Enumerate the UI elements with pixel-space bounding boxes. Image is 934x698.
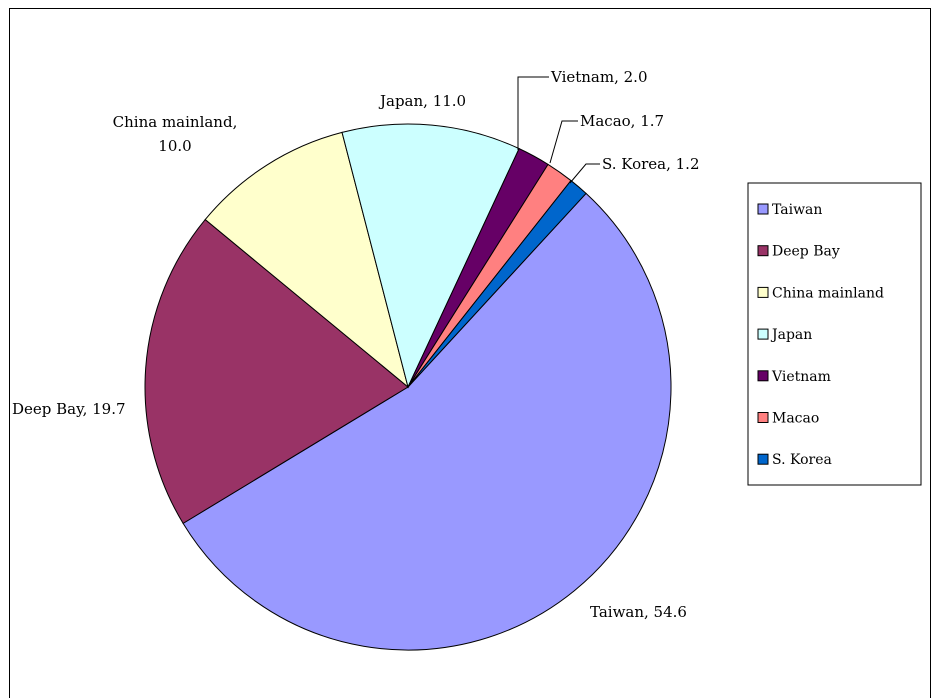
legend-swatch-vietnam xyxy=(757,370,769,382)
legend-box xyxy=(747,182,922,486)
legend-swatch-deep-bay xyxy=(757,245,769,257)
legend-swatch-s-korea xyxy=(757,453,769,465)
pie-slice-japan xyxy=(341,123,520,389)
pie-slices xyxy=(144,123,672,651)
data-label-deep-bay: Deep Bay, 19.7 xyxy=(12,400,126,418)
legend-label-taiwan: Taiwan xyxy=(772,202,822,218)
legend-swatch-taiwan xyxy=(757,203,769,215)
data-label-china-mainland: China mainland, 10.0 xyxy=(113,113,238,155)
leader-line-s-korea xyxy=(569,163,600,184)
legend-label-china-mainland: China mainland xyxy=(772,285,884,301)
pie-slice-deep-bay xyxy=(144,218,409,525)
data-label-s-korea: S. Korea, 1.2 xyxy=(602,155,700,173)
legend-label-vietnam: Vietnam xyxy=(771,369,831,385)
data-label-taiwan: Taiwan, 54.6 xyxy=(590,603,687,621)
data-label-japan: Japan, 11.0 xyxy=(378,92,466,110)
leader-line-vietnam xyxy=(517,76,549,150)
leader-lines xyxy=(517,76,600,184)
legend-swatch-japan xyxy=(757,328,769,340)
legend-label-s-korea: S. Korea xyxy=(772,452,832,468)
pie-slice-taiwan xyxy=(182,192,672,651)
leader-line-macao xyxy=(549,120,578,164)
legend-label-japan: Japan xyxy=(770,327,812,343)
pie-slice-china-mainland xyxy=(204,131,409,389)
legend: Taiwan Deep Bay China mainland Japan Vietnam… xyxy=(747,182,922,486)
legend-swatch-macao xyxy=(757,412,769,423)
data-label-macao: Macao, 1.7 xyxy=(580,112,664,130)
legend-label-deep-bay: Deep Bay xyxy=(772,244,840,260)
pie-slice-s-korea xyxy=(407,179,587,388)
data-labels: Taiwan, 54.6 Deep Bay, 19.7 China mainland… xyxy=(12,68,700,621)
legend-label-macao: Macao xyxy=(772,411,819,427)
legend-swatch-china-mainland xyxy=(757,286,769,298)
data-label-vietnam: Vietnam, 2.0 xyxy=(550,68,648,86)
